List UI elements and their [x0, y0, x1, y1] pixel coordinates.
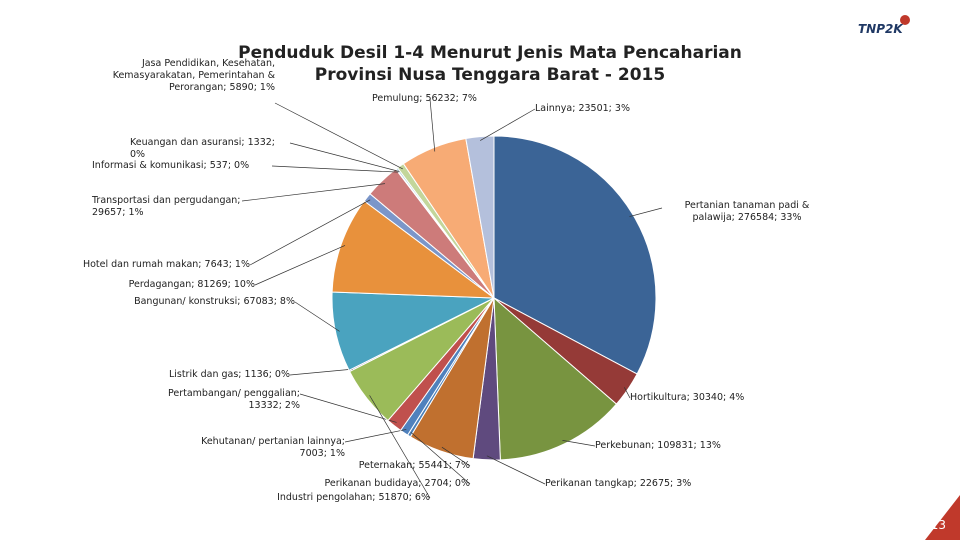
leader-line: [241, 183, 386, 202]
data-label: Industri pengolahan; 51870; 6%: [277, 492, 430, 503]
data-label: Perikanan tangkap; 22675; 3%: [545, 478, 692, 489]
page-number: 13: [930, 518, 946, 532]
data-label: Lainnya; 23501; 3%: [535, 103, 630, 114]
data-label: Pertanian tanaman padi & palawija; 27658…: [684, 200, 810, 223]
leader-line: [294, 301, 340, 332]
data-label: Peternakan; 55441; 7%: [358, 460, 470, 471]
data-label: Hortikultura; 30340; 4%: [630, 392, 745, 403]
leader-line: [271, 165, 399, 173]
leader-line: [429, 98, 436, 152]
leader-line: [486, 455, 546, 485]
data-label: Bangunan/ konstruksi; 67083; 8%: [134, 296, 295, 307]
leader-line: [249, 199, 371, 266]
corner-shape: [925, 495, 960, 540]
data-label: Pemulung; 56232; 7%: [372, 93, 477, 104]
data-label: Perdagangan; 81269; 10%: [128, 279, 255, 290]
pie-slice: [465, 135, 495, 299]
leader-line: [480, 108, 536, 141]
chart-title: Penduduk Desil 1-4 Menurut Jenis Mata Pe…: [238, 43, 742, 85]
logo-icon: [900, 15, 910, 25]
leader-line: [289, 142, 400, 172]
leader-line: [624, 387, 631, 399]
leader-line: [344, 429, 407, 443]
leader-line: [254, 245, 346, 286]
leader-line: [289, 368, 353, 376]
leader-line: [274, 102, 403, 170]
data-label: Perikanan budidaya; 2704; 0%: [324, 478, 470, 489]
data-label: Keuangan dan asuransi; 1332; 0%: [130, 137, 275, 160]
leader-line: [441, 446, 471, 467]
pie-slice: [493, 135, 657, 375]
data-label: Jasa Pendidikan, Kesehatan, Kemasyarakat…: [112, 58, 275, 93]
logo: TNP2K: [858, 22, 903, 36]
leader-line: [299, 393, 397, 423]
data-label: Perkebunan; 109831; 13%: [595, 440, 721, 451]
leader-line: [629, 207, 663, 217]
leader-line: [562, 440, 596, 447]
leader-line: [410, 432, 471, 485]
data-label: Kehutanan/ pertanian lainnya; 7003; 1%: [201, 436, 345, 459]
leader-line: [369, 395, 431, 499]
data-label: Hotel dan rumah makan; 7643; 1%: [82, 259, 250, 270]
data-label: Transportasi dan pergudangan; 29657; 1%: [92, 195, 241, 218]
pie-slice: [493, 296, 618, 461]
data-label: Pertambangan/ penggalian; 13332; 2%: [167, 388, 300, 411]
data-label: Listrik dan gas; 1136; 0%: [168, 369, 290, 380]
data-label: Informasi & komunikasi; 537; 0%: [92, 160, 250, 171]
